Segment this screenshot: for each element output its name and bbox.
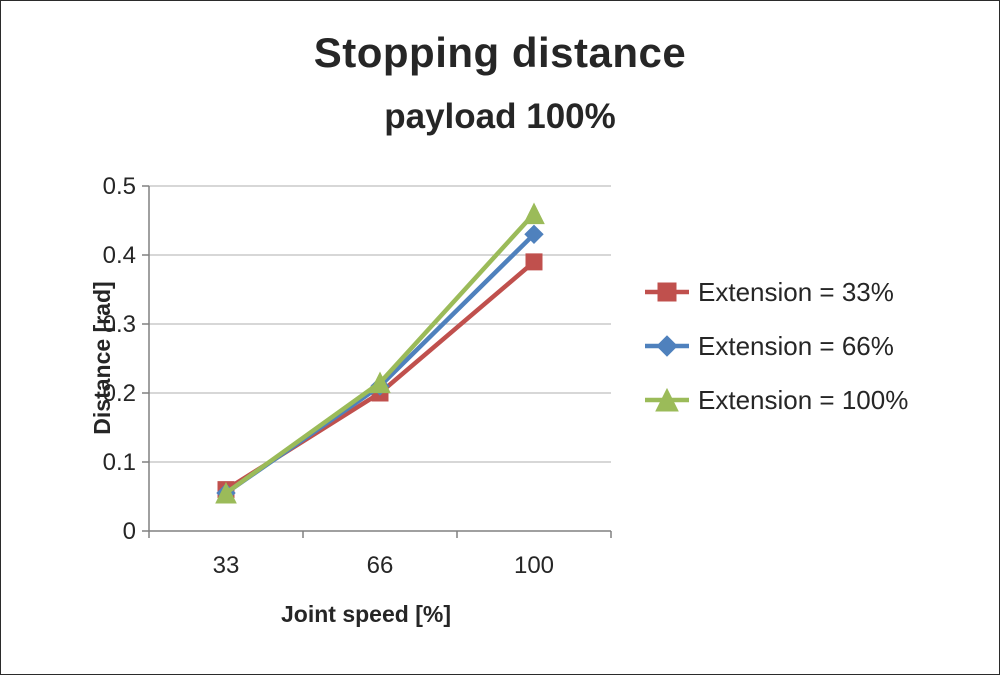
svg-text:33: 33 [213, 552, 240, 579]
svg-text:0.5: 0.5 [103, 176, 136, 200]
chart-title: Stopping distance [313, 29, 687, 76]
svg-text:0.3: 0.3 [103, 311, 136, 338]
svg-text:0.4: 0.4 [103, 242, 136, 269]
legend-label: Extension = 100% [698, 384, 909, 415]
svg-text:0.2: 0.2 [103, 380, 136, 407]
legend-label: Extension = 33% [698, 276, 894, 307]
svg-text:0.1: 0.1 [103, 449, 136, 476]
svg-text:100: 100 [514, 552, 554, 579]
chart-plot: 0 0.1 0.2 0.3 0.4 0.5 33 66 100 [103, 176, 612, 579]
legend-item: Extension = 66% [644, 327, 989, 365]
legend-label: Extension = 66% [698, 330, 894, 361]
svg-text:0: 0 [123, 518, 136, 545]
legend: Extension = 33% Extension = 66% Extensio… [644, 273, 989, 419]
chart-subtitle: payload 100% [384, 97, 616, 136]
svg-text:66: 66 [367, 552, 394, 579]
legend-item: Extension = 33% [644, 273, 989, 311]
x-axis-title: Joint speed [%] [281, 601, 451, 627]
legend-swatch-series-3 [645, 387, 689, 412]
y-axis-title: Distance [rad] [89, 281, 115, 435]
legend-swatch-series-2 [645, 335, 689, 357]
legend-swatch-series-1 [645, 282, 689, 302]
legend-item: Extension = 100% [644, 381, 989, 419]
